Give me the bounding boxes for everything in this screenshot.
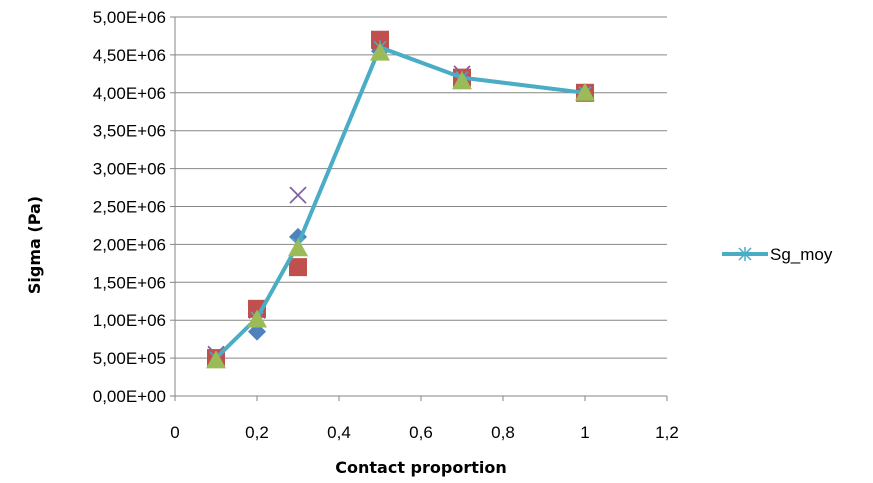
x-tick-label: 0,4 [327,423,351,442]
series-sg-moy [209,40,592,366]
y-tick-labels: 0,00E+00 5,00E+05 1,00E+06 1,50E+06 2,00E+06… [93,8,166,406]
data-point-triangle [575,82,595,101]
y-tick-label: 4,50E+06 [93,46,166,65]
data-point-triangle [206,350,226,369]
y-axis-title: Sigma (Pa) [25,196,44,294]
series-diamond [207,42,594,368]
y-tick-label: 1,00E+06 [93,311,166,330]
x-tick-label: 1,2 [655,423,679,442]
legend-label: Sg_moy [770,245,833,264]
y-tick-label: 5,00E+05 [93,349,166,368]
x-tick-labels: 0 0,2 0,4 0,6 0,8 1 1,2 [170,423,679,442]
x-tick-label: 0,8 [491,423,515,442]
series-triangle [206,42,595,369]
axes [170,16,668,401]
y-tick-label: 5,00E+06 [93,8,166,27]
series-line [214,45,586,360]
y-tick-label: 0,00E+00 [93,387,166,406]
data-point-square [371,30,389,49]
y-tick-label: 1,50E+06 [93,273,166,292]
data-point-star [738,247,752,261]
y-tick-label: 2,50E+06 [93,198,166,217]
data-point-square [289,258,307,277]
legend: Sg_moy [722,245,833,264]
y-tick-label: 3,00E+06 [93,160,166,179]
y-tick-label: 4,00E+06 [93,84,166,103]
y-tick-label: 2,00E+06 [93,235,166,254]
data-point-triangle [247,309,267,328]
data-point-triangle [452,71,472,90]
data-point-triangle [288,238,308,257]
x-axis-title: Contact proportion [335,458,506,477]
x-tick-label: 0 [170,423,179,442]
data-point-x [289,186,307,204]
x-tick-label: 1 [580,423,589,442]
y-tick-label: 3,50E+06 [93,122,166,141]
data-point-triangle [370,42,390,61]
x-tick-label: 0,2 [245,423,269,442]
x-tick-label: 0,6 [409,423,433,442]
series-square [207,30,594,368]
data-series [206,30,595,369]
